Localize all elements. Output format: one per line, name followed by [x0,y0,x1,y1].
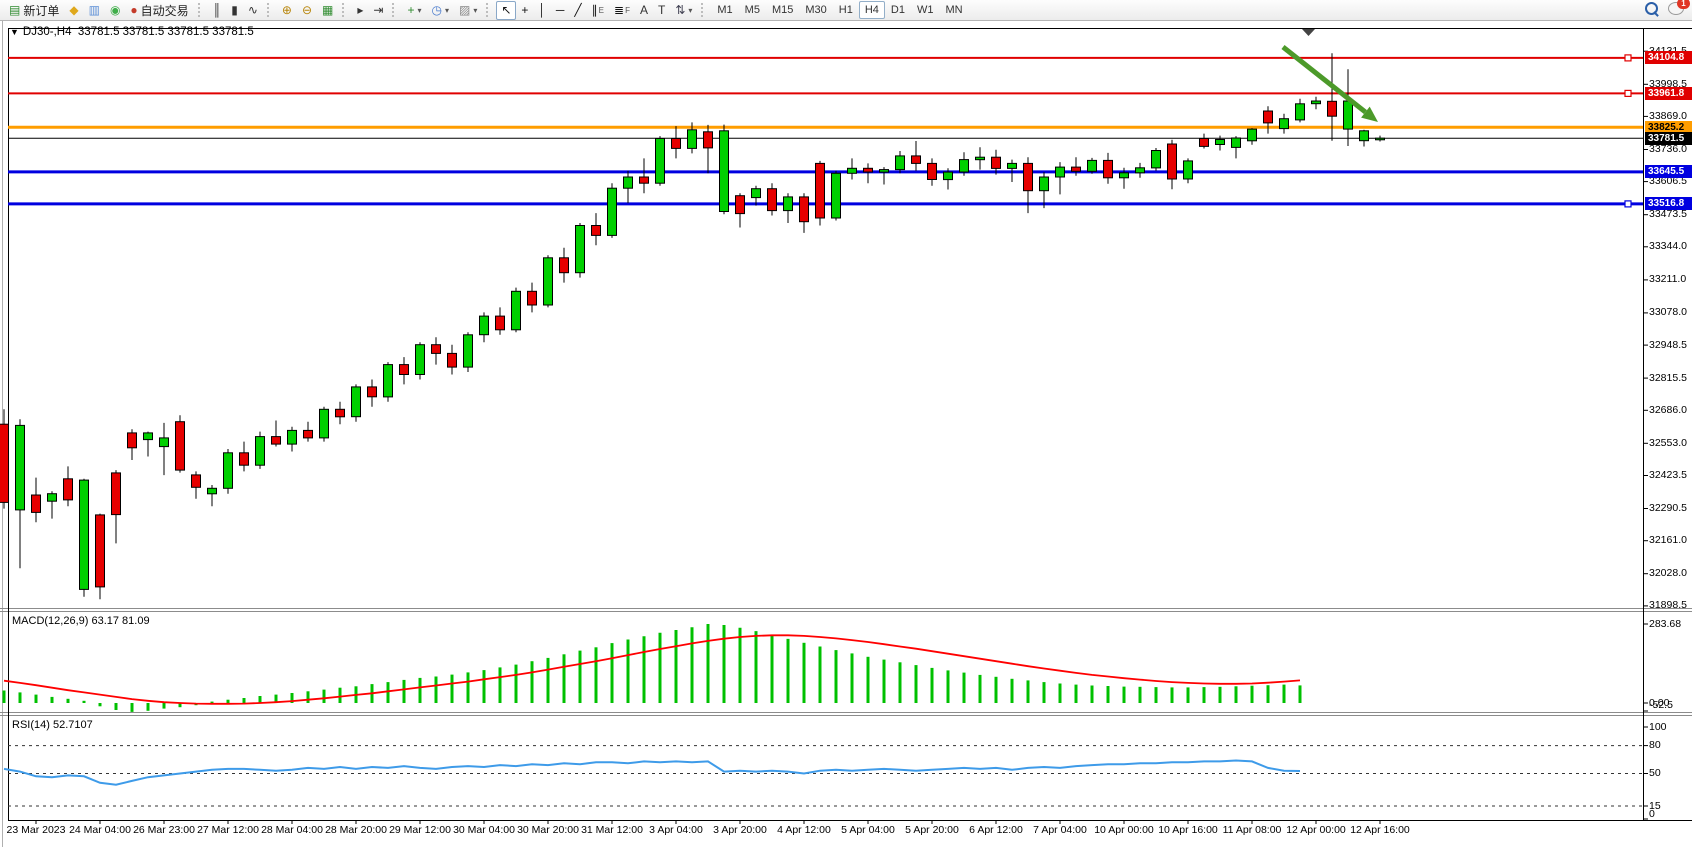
cursor-button[interactable]: ↖ [496,0,517,20]
crosshair-icon: + [521,3,529,17]
new-order-button[interactable]: ▤ 新订单 [4,1,64,20]
tile-windows-button[interactable]: ▦ [317,1,338,20]
equidistant-channel-icon: ∥ [591,3,598,17]
candlestick-chart-button[interactable]: ▮ [226,1,243,20]
templates-button[interactable]: ▨ ▾ [454,1,482,20]
cursor-icon: ↖ [501,3,512,17]
toolbar-grip [392,3,398,17]
fibonacci-sub: F [625,5,630,15]
timeframe-H4-button[interactable]: H4 [858,1,885,19]
symbol-period-label: DJ30-,H4 [22,26,72,38]
timeframe-M30-button[interactable]: M30 [805,4,827,16]
rsi-indicator-label: RSI(14) 52.7107 [12,719,93,731]
main-toolbar: ▤ 新订单 ◆ ▥ ◉ ● 自动交易 ║ ▮ ∿ ⊕ ⊖ ▦ ▸ ⇥ + ▾ ◷ ▾ ▨ ▾ ↖ + │ ─ ╱ ∥ E ≣ F A T ⇅ ▾ M… [0,0,1692,21]
horizontal-line-icon: ─ [555,3,565,17]
notification-badge: 1 [1677,0,1690,9]
equidistant-channel-button[interactable]: ∥ E [587,1,609,20]
indicators-dropdown-icon[interactable]: ▾ [417,5,422,15]
text-label-icon: T [657,3,666,17]
metaeditor-button[interactable]: ◆ [64,1,83,20]
candlestick-chart-icon: ▮ [231,3,238,17]
trendline-icon: ╱ [574,3,582,17]
timeframe-M1-button[interactable]: M1 [717,4,733,16]
autotrading-label: 自动交易 [140,3,189,18]
search-icon[interactable] [1645,2,1658,15]
auto-scroll-button[interactable]: ▸ [352,1,368,20]
periods-button[interactable]: ◷ ▾ [426,1,454,20]
toolbar-grip [266,3,273,17]
line-chart-button[interactable]: ∿ [243,1,263,20]
templates-icon: ▨ [458,3,471,17]
fibonacci-icon: ≣ [614,3,625,17]
terminal-button[interactable]: ▥ [84,1,105,20]
timeframe-MN-button[interactable]: MN [945,4,963,16]
symbol-dropdown-icon[interactable]: ▼ [10,27,19,37]
line-chart-icon: ∿ [247,3,258,17]
signals-button[interactable]: ◉ [105,1,125,20]
arrows-button[interactable]: ⇅ ▾ [670,1,697,20]
chart-title: ▼ DJ30-,H4 33781.5 33781.5 33781.5 33781.… [10,25,254,39]
equidistant-channel-sub: E [598,5,604,15]
metaeditor-icon: ◆ [69,3,79,17]
toolbar-grip [197,3,204,17]
arrows-icon: ⇅ [675,3,686,17]
chart-shift-icon: ⇥ [373,3,384,17]
zoom-out-button[interactable]: ⊖ [297,1,317,20]
zoom-in-button[interactable]: ⊕ [277,1,297,20]
text-button[interactable]: A [635,1,653,20]
periods-dropdown-icon[interactable]: ▾ [444,5,449,15]
crosshair-button[interactable]: + [516,1,533,20]
chart-window[interactable] [0,20,1692,847]
auto-scroll-icon: ▸ [357,3,364,17]
text-label-button[interactable]: T [653,1,670,20]
vertical-line-button[interactable]: │ [533,1,551,20]
bar-chart-button[interactable]: ║ [208,1,227,20]
toolbar-grip [701,3,707,17]
zoom-out-icon: ⊖ [301,3,312,17]
timeframe-D1-button[interactable]: D1 [890,4,905,16]
vertical-line-icon: │ [538,3,546,17]
templates-dropdown-icon[interactable]: ▾ [473,5,478,15]
zoom-in-icon: ⊕ [281,3,292,17]
periods-icon: ◷ [431,3,442,17]
indicators-icon: + [407,3,415,17]
fibonacci-button[interactable]: ≣ F [609,1,635,20]
notifications-icon[interactable]: 1 [1668,0,1690,15]
timeframe-W1-button[interactable]: W1 [916,4,934,16]
new-order-label: 新订单 [23,3,60,18]
macd-indicator-label: MACD(12,26,9) 63.17 81.09 [12,615,150,627]
toolbar-grip [342,3,348,17]
autotrading-button[interactable]: ● 自动交易 [125,1,193,20]
timeframe-H1-button[interactable]: H1 [838,4,853,16]
timeframe-M15-button[interactable]: M15 [771,4,794,16]
signals-icon: ◉ [109,3,121,17]
terminal-icon: ▥ [88,3,100,17]
text-icon: A [639,3,648,17]
chart-shift-button[interactable]: ⇥ [368,1,388,20]
toolbar-grip [486,3,492,17]
tile-windows-icon: ▦ [322,3,334,17]
horizontal-line-button[interactable]: ─ [551,1,570,20]
ohlc-readout: 33781.5 33781.5 33781.5 33781.5 [77,26,254,38]
timeframe-M5-button[interactable]: M5 [744,4,760,16]
arrows-dropdown-icon[interactable]: ▾ [688,5,693,15]
bar-chart-icon: ║ [212,3,222,17]
indicators-button[interactable]: + ▾ [402,1,426,20]
trendline-button[interactable]: ╱ [569,1,586,20]
new-order-icon: ▤ [9,3,21,17]
autotrading-icon: ● [130,3,138,17]
